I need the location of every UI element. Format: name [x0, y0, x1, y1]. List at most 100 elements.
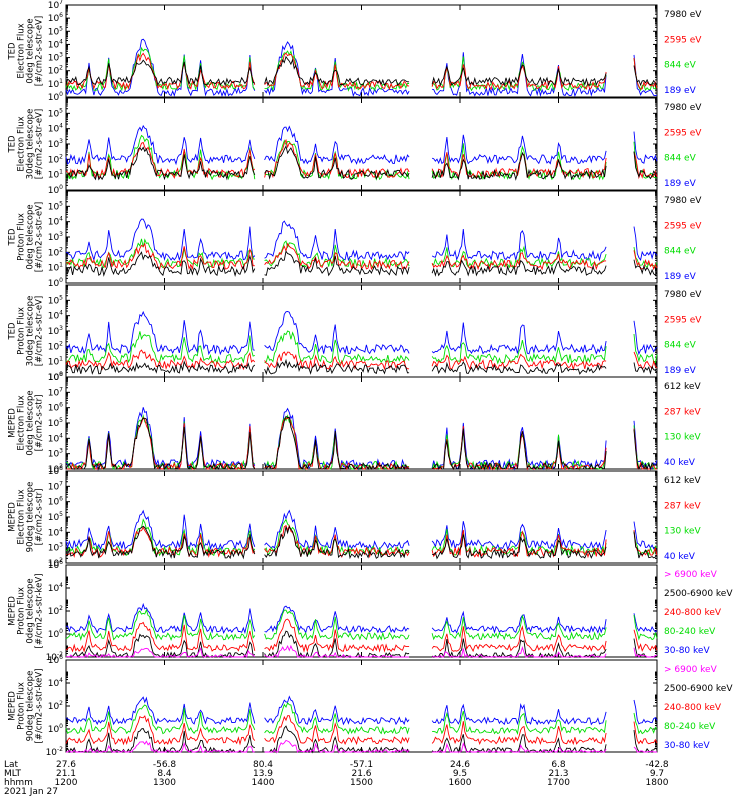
y-tick-label: 102 [48, 557, 63, 569]
y-axis-label-line: Proton Flux [17, 587, 27, 635]
y-axis-label: TEDProton Flux0deg telescope[#/cm2-s-str… [8, 202, 45, 272]
y-tick-label: 102 [48, 246, 63, 258]
y-axis-label-line: 90deg telescope [26, 671, 36, 742]
y-tick-label: 103 [48, 52, 63, 64]
y-tick-label: 106 [48, 654, 63, 666]
lat-value: 80.4 [253, 760, 273, 770]
x-row-label: hhmm [4, 778, 33, 788]
y-tick-label: 107 [48, 0, 63, 11]
y-axis-label-line: 0deg telescope [26, 578, 36, 643]
x-row-label: MLT [4, 769, 22, 779]
legend-entry: 2500-6900 keV [664, 589, 733, 599]
y-tick-label: 103 [48, 542, 63, 554]
panel-frame [65, 284, 658, 378]
series-line-4 [65, 608, 658, 642]
y-tick-label: 105 [48, 417, 63, 429]
legend-entry: 2500-6900 keV [664, 684, 733, 694]
series-line-1 [65, 525, 658, 560]
y-axis-label-line: [#/cm2-s-str-eV] [35, 109, 45, 179]
series-line-4 [65, 310, 658, 356]
series-line-1 [65, 250, 658, 277]
series-line-3 [65, 238, 658, 269]
y-axis-label-line: Proton Flux [17, 213, 27, 261]
legend-entry: 130 keV [664, 433, 701, 443]
y-tick-label: 107 [48, 480, 63, 492]
y-tick-label: 102 [48, 65, 63, 77]
lat-value: 27.6 [56, 760, 76, 770]
series-line-2 [65, 138, 658, 180]
y-axis-label-line: MEPED [8, 691, 18, 721]
y-tick-label: 101 [48, 262, 63, 274]
legend-entry: 80-240 keV [664, 722, 716, 732]
series-line-4 [65, 407, 658, 471]
y-axis-label-line: 0deg telescope [26, 204, 36, 269]
legend-entry: 40 keV [664, 552, 696, 562]
y-tick-label: 104 [48, 526, 63, 538]
y-tick-label: 101 [48, 356, 63, 368]
y-axis-label-line: [#/cm2-s-str-eV] [35, 296, 45, 366]
y-tick-label: 101 [48, 169, 63, 181]
mlt-value: 21.3 [548, 769, 568, 779]
y-axis-label-line: [#/cm2-s-str-keV] [35, 669, 45, 744]
y-tick-label: 107 [48, 386, 63, 398]
y-tick-label: 103 [48, 231, 63, 243]
y-axis-label-line: Electron Flux [17, 23, 27, 78]
y-tick-label: 104 [48, 123, 63, 135]
legend-entry: 612 keV [664, 476, 701, 486]
series-line-3 [65, 330, 658, 365]
y-tick-label: 106 [48, 496, 63, 508]
y-axis-label-line: 30deg telescope [26, 109, 36, 180]
y-axis-label-line: Electron Flux [17, 116, 27, 171]
legend-entry: 30-80 keV [664, 646, 710, 656]
legend-entry: 7980 eV [664, 10, 702, 20]
y-axis-label-line: 30deg telescope [26, 296, 36, 367]
y-axis-label-line: MEPED [8, 408, 18, 438]
series-line-2 [65, 52, 658, 91]
y-tick-label: 105 [48, 25, 63, 37]
panel-frame [65, 376, 658, 470]
y-tick-label: 100 [48, 723, 63, 735]
series-line-1 [65, 358, 658, 375]
lat-value: -56.8 [153, 760, 177, 770]
y-tick-label: 104 [48, 432, 63, 444]
legend-entry: 844 eV [664, 341, 697, 351]
y-tick-label: 100 [48, 91, 63, 103]
lat-value: 6.8 [551, 760, 566, 770]
series-line-4 [65, 218, 658, 262]
lat-value: -57.1 [350, 760, 373, 770]
series-line-1 [65, 644, 658, 659]
series-line-2 [65, 416, 657, 471]
y-axis-label-line: [#/cm2-s-str-eV] [35, 202, 45, 272]
legend-entry: 240-800 keV [664, 608, 722, 618]
y-axis-label: MEPEDElectron Flux0deg telescope[#/cm2-s… [8, 390, 45, 455]
y-tick-label: 105 [48, 200, 63, 212]
y-axis-label-line: 0deg telescope [26, 390, 36, 455]
mlt-value: 21.1 [56, 769, 76, 779]
y-tick-label: 104 [48, 582, 63, 594]
legend-entry: 189 eV [664, 179, 697, 189]
series-line-5 [65, 695, 658, 726]
y-tick-label: 106 [48, 12, 63, 24]
mlt-value: 9.7 [650, 769, 664, 779]
hhmm-value: 1600 [449, 778, 472, 788]
hhmm-value: 1400 [252, 778, 275, 788]
legend-entry: 30-80 keV [664, 741, 710, 751]
legend-entry: 189 eV [664, 366, 697, 376]
y-tick-label: 104 [48, 216, 63, 228]
series-line-4 [65, 702, 658, 736]
mlt-value: 8.4 [157, 769, 172, 779]
y-tick-label: 100 [48, 628, 63, 640]
legend-entry: 2595 eV [664, 315, 702, 325]
y-tick-label: 105 [48, 107, 63, 119]
legend-entry: > 6900 keV [664, 665, 718, 675]
legend-entry: 844 eV [664, 154, 697, 164]
legend-entry: 40 keV [664, 458, 696, 468]
